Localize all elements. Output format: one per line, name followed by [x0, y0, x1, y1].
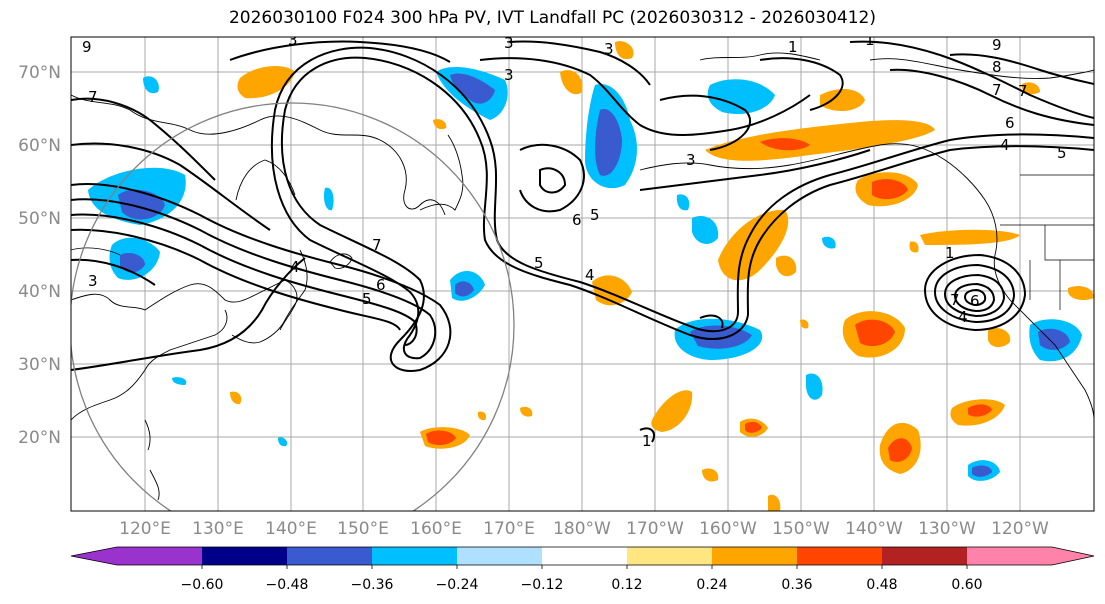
svg-text:1: 1 [865, 31, 875, 49]
svg-text:5: 5 [1057, 144, 1067, 162]
pv-contours [71, 40, 1094, 443]
map-frame [70, 36, 1095, 512]
colorbar-tick-label: 0.48 [866, 577, 897, 593]
lon-label: 130°E [192, 519, 244, 539]
colorbar-tick-label: −0.24 [436, 577, 479, 593]
lat-label: 40°N [18, 282, 61, 302]
colorbar-extend-min [71, 547, 117, 565]
lon-label: 130°W [918, 519, 976, 539]
lon-label: 150°E [337, 519, 389, 539]
colorbar-tick-label: 0.24 [696, 577, 727, 593]
colorbar-tick-label: −0.48 [266, 577, 309, 593]
lon-label: 160°W [699, 519, 757, 539]
svg-text:4: 4 [585, 266, 595, 284]
svg-text:4: 4 [1000, 136, 1010, 154]
colorbar: −0.60 −0.48 −0.36 −0.24 −0.12 0.12 0.24 … [70, 546, 1095, 593]
colorbar-tick-label: 0.12 [611, 577, 642, 593]
lon-label: 120°W [991, 519, 1049, 539]
lon-label: 120°E [119, 519, 171, 539]
coastlines [71, 52, 1094, 501]
map-title: 2026030100 F024 300 hPa PV, IVT Landfall… [228, 8, 876, 28]
svg-text:7: 7 [372, 236, 382, 254]
lat-label: 60°N [18, 136, 61, 156]
svg-text:3: 3 [88, 272, 98, 290]
lat-label: 70°N [18, 63, 61, 83]
svg-text:9: 9 [992, 36, 1002, 54]
svg-text:4: 4 [290, 258, 300, 276]
svg-text:1: 1 [642, 432, 652, 450]
svg-text:3: 3 [604, 40, 614, 58]
svg-text:7: 7 [950, 291, 960, 309]
svg-text:9: 9 [82, 38, 92, 56]
lon-label: 170°E [483, 519, 535, 539]
positive-anomaly-shading [230, 41, 1094, 511]
svg-text:1: 1 [945, 244, 955, 262]
lon-label: 150°W [772, 519, 830, 539]
landfall-circle [71, 102, 515, 511]
colorbar-tick-label: −0.36 [351, 577, 394, 593]
svg-text:3: 3 [288, 31, 298, 49]
svg-text:5: 5 [534, 254, 544, 272]
lon-label: 140°W [845, 519, 903, 539]
colorbar-extend-max [1052, 547, 1094, 565]
svg-text:5: 5 [362, 290, 372, 308]
lat-label: 30°N [18, 355, 61, 375]
lon-label: 170°W [626, 519, 684, 539]
contour-labels: 3 3 3 4 5 7 7 6 5 4 3 1 1 9 8 7 6 5 4 6 … [82, 31, 1067, 450]
svg-text:8: 8 [992, 58, 1002, 76]
latitude-labels: 70°N 60°N 50°N 40°N 30°N 20°N [18, 63, 61, 448]
lon-label: 140°E [265, 519, 317, 539]
colorbar-tick-label: 0.36 [781, 577, 812, 593]
lat-label: 50°N [18, 209, 61, 229]
svg-text:3: 3 [504, 34, 514, 52]
svg-text:1: 1 [788, 38, 798, 56]
svg-text:4: 4 [958, 308, 968, 326]
svg-text:3: 3 [686, 151, 696, 169]
boundaries [71, 174, 1094, 310]
colorbar-tick-label: 0.60 [951, 577, 982, 593]
longitude-labels: 120°E 130°E 140°E 150°E 160°E 170°E 180°… [119, 519, 1049, 539]
svg-text:3: 3 [504, 66, 514, 84]
svg-text:6: 6 [1005, 114, 1015, 132]
svg-text:7: 7 [992, 81, 1002, 99]
svg-text:5: 5 [590, 206, 600, 224]
svg-text:6: 6 [572, 211, 582, 229]
svg-text:6: 6 [376, 276, 386, 294]
colorbar-tick-label: −0.60 [181, 577, 224, 593]
lon-label: 160°E [410, 519, 462, 539]
colorbar-tick-label: −0.12 [521, 577, 564, 593]
svg-text:7: 7 [88, 88, 98, 106]
svg-text:7: 7 [1018, 82, 1028, 100]
lon-label: 180°W [553, 519, 611, 539]
svg-text:6: 6 [970, 292, 980, 310]
lat-label: 20°N [18, 428, 61, 448]
